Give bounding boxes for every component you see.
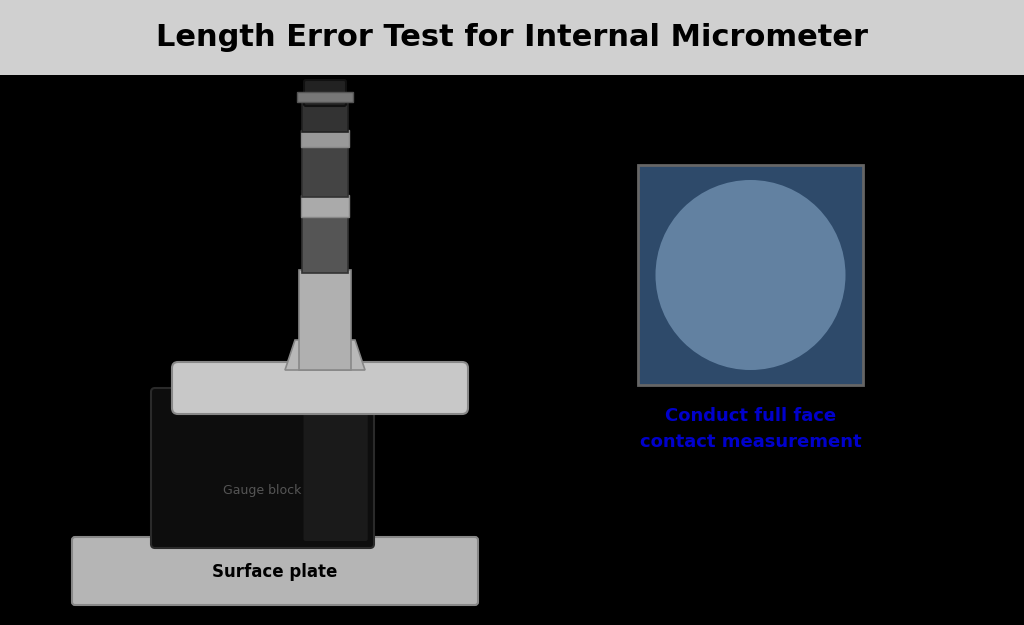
Bar (302, 100, 348, 132)
Bar (299, 270, 351, 370)
Text: Length Error Test for Internal Micrometer: Length Error Test for Internal Micromete… (156, 24, 868, 52)
FancyBboxPatch shape (172, 362, 468, 414)
Bar (302, 145, 348, 197)
FancyBboxPatch shape (303, 395, 368, 541)
Text: Gauge block: Gauge block (223, 484, 302, 498)
Bar (0, 75, 1024, 625)
Bar (638, 165, 863, 385)
Circle shape (655, 180, 846, 370)
Bar (301, 195, 349, 217)
Bar (302, 215, 348, 273)
Text: Surface plate: Surface plate (212, 563, 338, 581)
Bar (297, 92, 353, 102)
Bar (301, 130, 349, 147)
Text: Conduct full face
contact measurement: Conduct full face contact measurement (640, 407, 861, 451)
FancyBboxPatch shape (304, 80, 346, 106)
FancyBboxPatch shape (151, 388, 374, 548)
Polygon shape (285, 340, 365, 370)
FancyBboxPatch shape (72, 537, 478, 605)
Bar (0, 0, 1024, 75)
